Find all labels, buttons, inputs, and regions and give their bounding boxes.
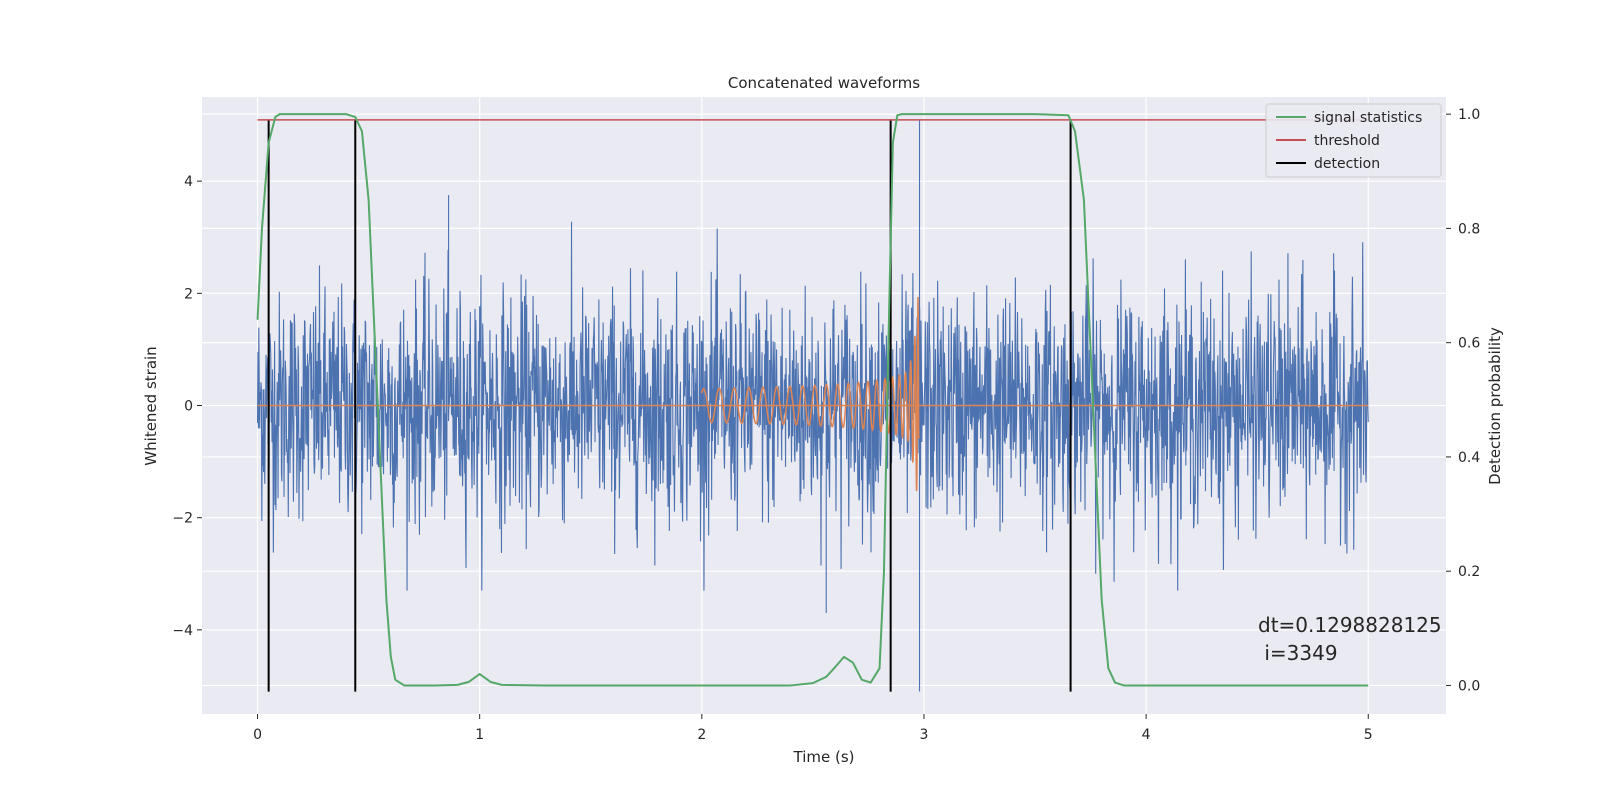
y-right-tick-label: 0.0: [1458, 678, 1480, 694]
y-left-tick-label: 0: [184, 399, 193, 415]
legend: signal statistics threshold detection: [1265, 103, 1442, 178]
legend-label-threshold: threshold: [1314, 133, 1380, 149]
y-left-tick-label: 4: [184, 174, 193, 190]
detection-lines: [267, 119, 1072, 692]
y-right-tick-label: 1.0: [1458, 107, 1480, 123]
x-tick-label: 0: [253, 727, 262, 743]
strain-series: [256, 119, 1369, 692]
annotation-index: i=3349: [1258, 641, 1338, 665]
y-left-tick-label: −4: [172, 623, 193, 639]
y-axis-left-label: Whitened strain: [142, 346, 160, 465]
signal-statistics-series: [256, 113, 1369, 687]
strain-line: [256, 119, 1369, 692]
y-left-tick-label: 2: [184, 286, 193, 302]
legend-box: [1265, 103, 1442, 178]
y-right-tick-label: 0.2: [1458, 564, 1480, 580]
x-tick-label: 2: [697, 727, 706, 743]
signal-statistics-line: [256, 113, 1369, 687]
axis-ticks: 0 1 2 3 4 5 −4 −2 0 2 4 0.0 0.2 0.4 0.6 0.8 1.0: [172, 107, 1480, 743]
y-axis-right-label: Detection probability: [1486, 327, 1504, 485]
y-right-tick-label: 0.4: [1458, 450, 1480, 466]
x-axis-label: Time (s): [793, 748, 855, 766]
annotation-dt: dt=0.1298828125: [1258, 613, 1442, 637]
y-left-tick-label: −2: [172, 511, 193, 527]
y-right-tick-label: 0.6: [1458, 336, 1480, 352]
legend-label-signal-statistics: signal statistics: [1314, 110, 1422, 126]
legend-label-detection: detection: [1314, 156, 1380, 172]
x-tick-label: 1: [475, 727, 484, 743]
x-tick-label: 3: [920, 727, 929, 743]
injected-waveform-line: [701, 297, 921, 492]
chart-title: Concatenated waveforms: [728, 74, 920, 92]
x-tick-label: 5: [1364, 727, 1373, 743]
y-right-tick-label: 0.8: [1458, 221, 1480, 237]
injected-waveform-series: [257, 297, 1369, 492]
x-tick-label: 4: [1142, 727, 1151, 743]
